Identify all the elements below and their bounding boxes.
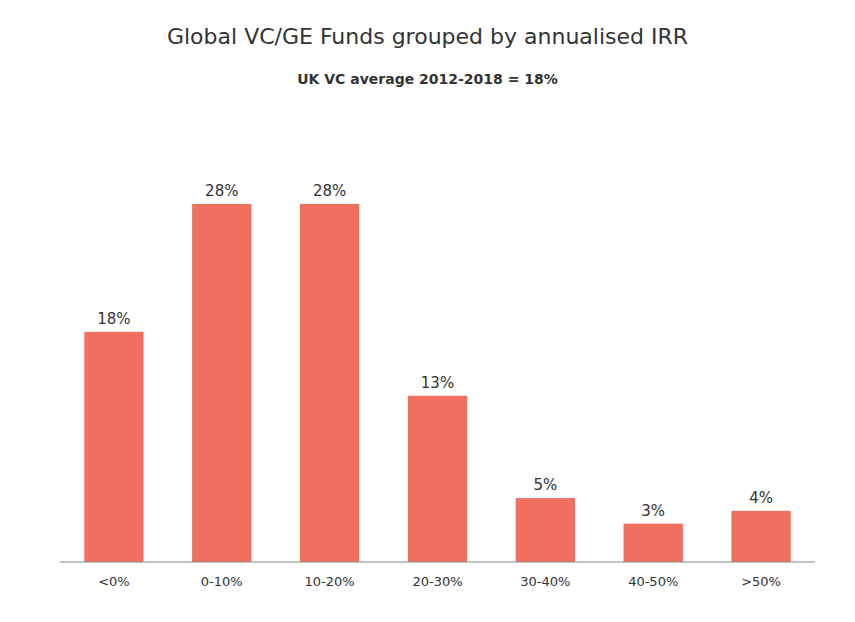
bar [84,332,143,562]
data-label: 5% [533,476,557,494]
data-label: 3% [641,502,665,520]
x-tick-label: 40-50% [628,574,678,589]
x-tick-label: >50% [741,574,781,589]
data-label: 13% [421,374,454,392]
x-axis-line [60,562,815,563]
data-label: 18% [97,310,130,328]
bars [84,204,790,562]
data-label: 28% [313,182,346,200]
bar [408,396,467,562]
bar [516,498,575,562]
bar [731,511,790,562]
bar [192,204,251,562]
data-label: 4% [749,489,773,507]
chart-container: Global VC/GE Funds grouped by annualised… [0,0,855,622]
x-tick-label: 0-10% [201,574,243,589]
x-tick-label: <0% [98,574,130,589]
x-tick-labels: <0% 0-10% 10-20% 20-30% 30-40% 40-50% >50% [98,574,781,589]
title: Global VC/GE Funds grouped by annualised… [167,24,688,49]
subtitle: UK VC average 2012-2018 = 18% [297,71,558,87]
data-label: 28% [205,182,238,200]
chart-svg: Global VC/GE Funds grouped by annualised… [0,0,855,622]
x-tick-label: 20-30% [412,574,462,589]
x-tick-label: 10-20% [305,574,355,589]
x-tick-label: 30-40% [520,574,570,589]
bar [624,524,683,562]
bar [300,204,359,562]
data-labels: 18% 28% 28% 13% 5% 3% 4% [97,182,773,520]
